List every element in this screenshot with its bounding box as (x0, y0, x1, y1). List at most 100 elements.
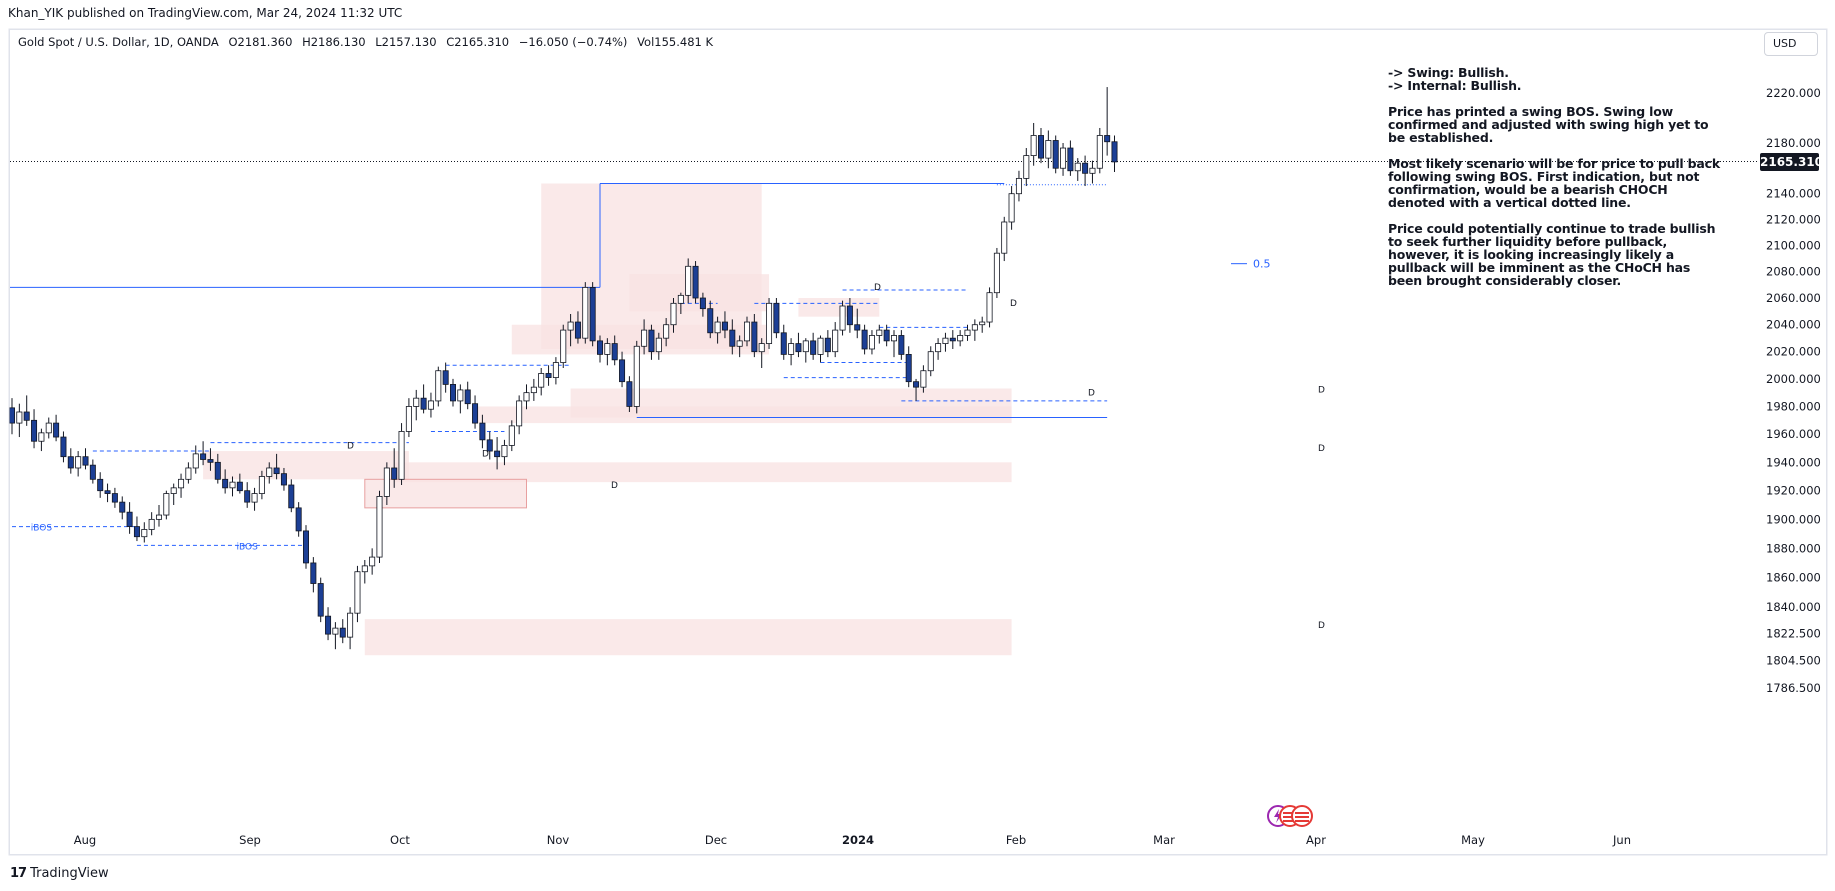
candle-body (420, 397, 427, 410)
time-tick-label: Nov (547, 833, 570, 847)
candle-body (699, 297, 706, 310)
candle (23, 395, 30, 426)
candle-body (104, 490, 111, 494)
candle (376, 490, 383, 563)
candle-body (376, 496, 383, 558)
candle-body (111, 493, 118, 503)
candle-body (957, 335, 964, 342)
candle (1104, 87, 1111, 156)
price-tick-label: 1786.500 (1766, 681, 1821, 695)
candle (148, 512, 155, 536)
candle (325, 607, 332, 641)
volume: Vol155.481 K (637, 35, 714, 49)
candle (891, 330, 898, 358)
fib-level-label: 0.5 (1253, 258, 1271, 271)
candle-body (986, 292, 993, 323)
candle (1111, 135, 1118, 173)
candle (89, 459, 96, 484)
candle (979, 316, 986, 333)
note-paragraph-3: Price could potentially continue to trad… (1388, 221, 1716, 288)
candle (494, 437, 501, 470)
candle-body (1082, 162, 1089, 174)
candle-body (971, 324, 978, 331)
candle-body (60, 436, 67, 458)
candle (163, 490, 170, 520)
candle (993, 247, 1000, 299)
candle-body (251, 493, 258, 503)
candle (964, 324, 971, 341)
candle (427, 392, 434, 418)
candle (898, 330, 905, 360)
candle-body (567, 321, 574, 331)
candle-body (714, 321, 721, 334)
candle-body (920, 370, 927, 388)
candle (516, 395, 523, 435)
candle (45, 417, 52, 439)
candle-body (721, 321, 728, 331)
candle (236, 473, 243, 494)
candle-body (979, 321, 986, 326)
zone-box (394, 462, 1012, 483)
candle (97, 472, 104, 498)
candle (339, 619, 346, 644)
analysis-note[interactable]: -> Swing: Bullish. -> Internal: Bullish.… (1388, 66, 1728, 300)
candle (1030, 122, 1037, 166)
ibos-label: iBOS (31, 524, 53, 534)
candle (82, 448, 89, 470)
candle-body (258, 476, 265, 494)
candle (567, 314, 574, 347)
price-tick-label: 1804.500 (1766, 654, 1821, 668)
price-tick-label: 2020.000 (1766, 345, 1821, 359)
candle (266, 462, 273, 484)
candle-body (38, 432, 45, 442)
candle-body (266, 467, 273, 477)
tradingview-brand[interactable]: 17 TradingView (10, 866, 109, 881)
candle (178, 473, 185, 498)
price-tick-label: 2000.000 (1766, 372, 1821, 386)
candle-body (766, 302, 773, 344)
time-tick-label: Jun (1612, 833, 1631, 847)
candle-body (16, 411, 23, 424)
candle-body (810, 340, 817, 355)
candle (692, 261, 699, 304)
candle-body (464, 389, 471, 405)
candle-body (1008, 193, 1015, 223)
zone-marker-label: D (1088, 388, 1095, 398)
candle-body (744, 321, 751, 342)
candle-body (839, 305, 846, 331)
candle (619, 351, 626, 388)
candle (861, 324, 868, 355)
candle (185, 462, 192, 484)
candle (707, 300, 714, 339)
candle-body (883, 329, 890, 342)
candle (810, 332, 817, 360)
candle-body (876, 329, 883, 336)
candle-body (486, 439, 493, 452)
time-tick-label: Feb (1006, 833, 1026, 847)
candle (854, 308, 861, 339)
candle (1023, 148, 1030, 187)
note-internal: -> Internal: Bullish. (1388, 78, 1522, 93)
symbol-name[interactable]: Gold Spot / U.S. Dollar, 1D, OANDA (18, 35, 219, 49)
candle-body (949, 337, 956, 342)
candle (457, 384, 464, 414)
economic-events-icons[interactable] (1266, 804, 1320, 828)
candle-body (347, 612, 354, 638)
candle-body (236, 481, 243, 492)
candle (824, 330, 831, 358)
publish-info: Khan_YIK published on TradingView.com, M… (8, 6, 403, 20)
candle (633, 340, 640, 414)
candle (38, 428, 45, 452)
candle-body (868, 335, 875, 350)
ohlc-open: O2181.360 (228, 35, 293, 49)
candle-body (751, 321, 758, 353)
candle-body (508, 425, 515, 446)
price-axis: 2220.000 2180.000 2140.000 2120.000 2100.000… (8, 28, 1828, 856)
candle (361, 560, 368, 584)
candle-body (574, 321, 581, 339)
candle-body (523, 392, 530, 402)
candle-body (185, 467, 192, 480)
currency-button[interactable]: USD (1764, 32, 1818, 56)
candle (60, 431, 67, 463)
